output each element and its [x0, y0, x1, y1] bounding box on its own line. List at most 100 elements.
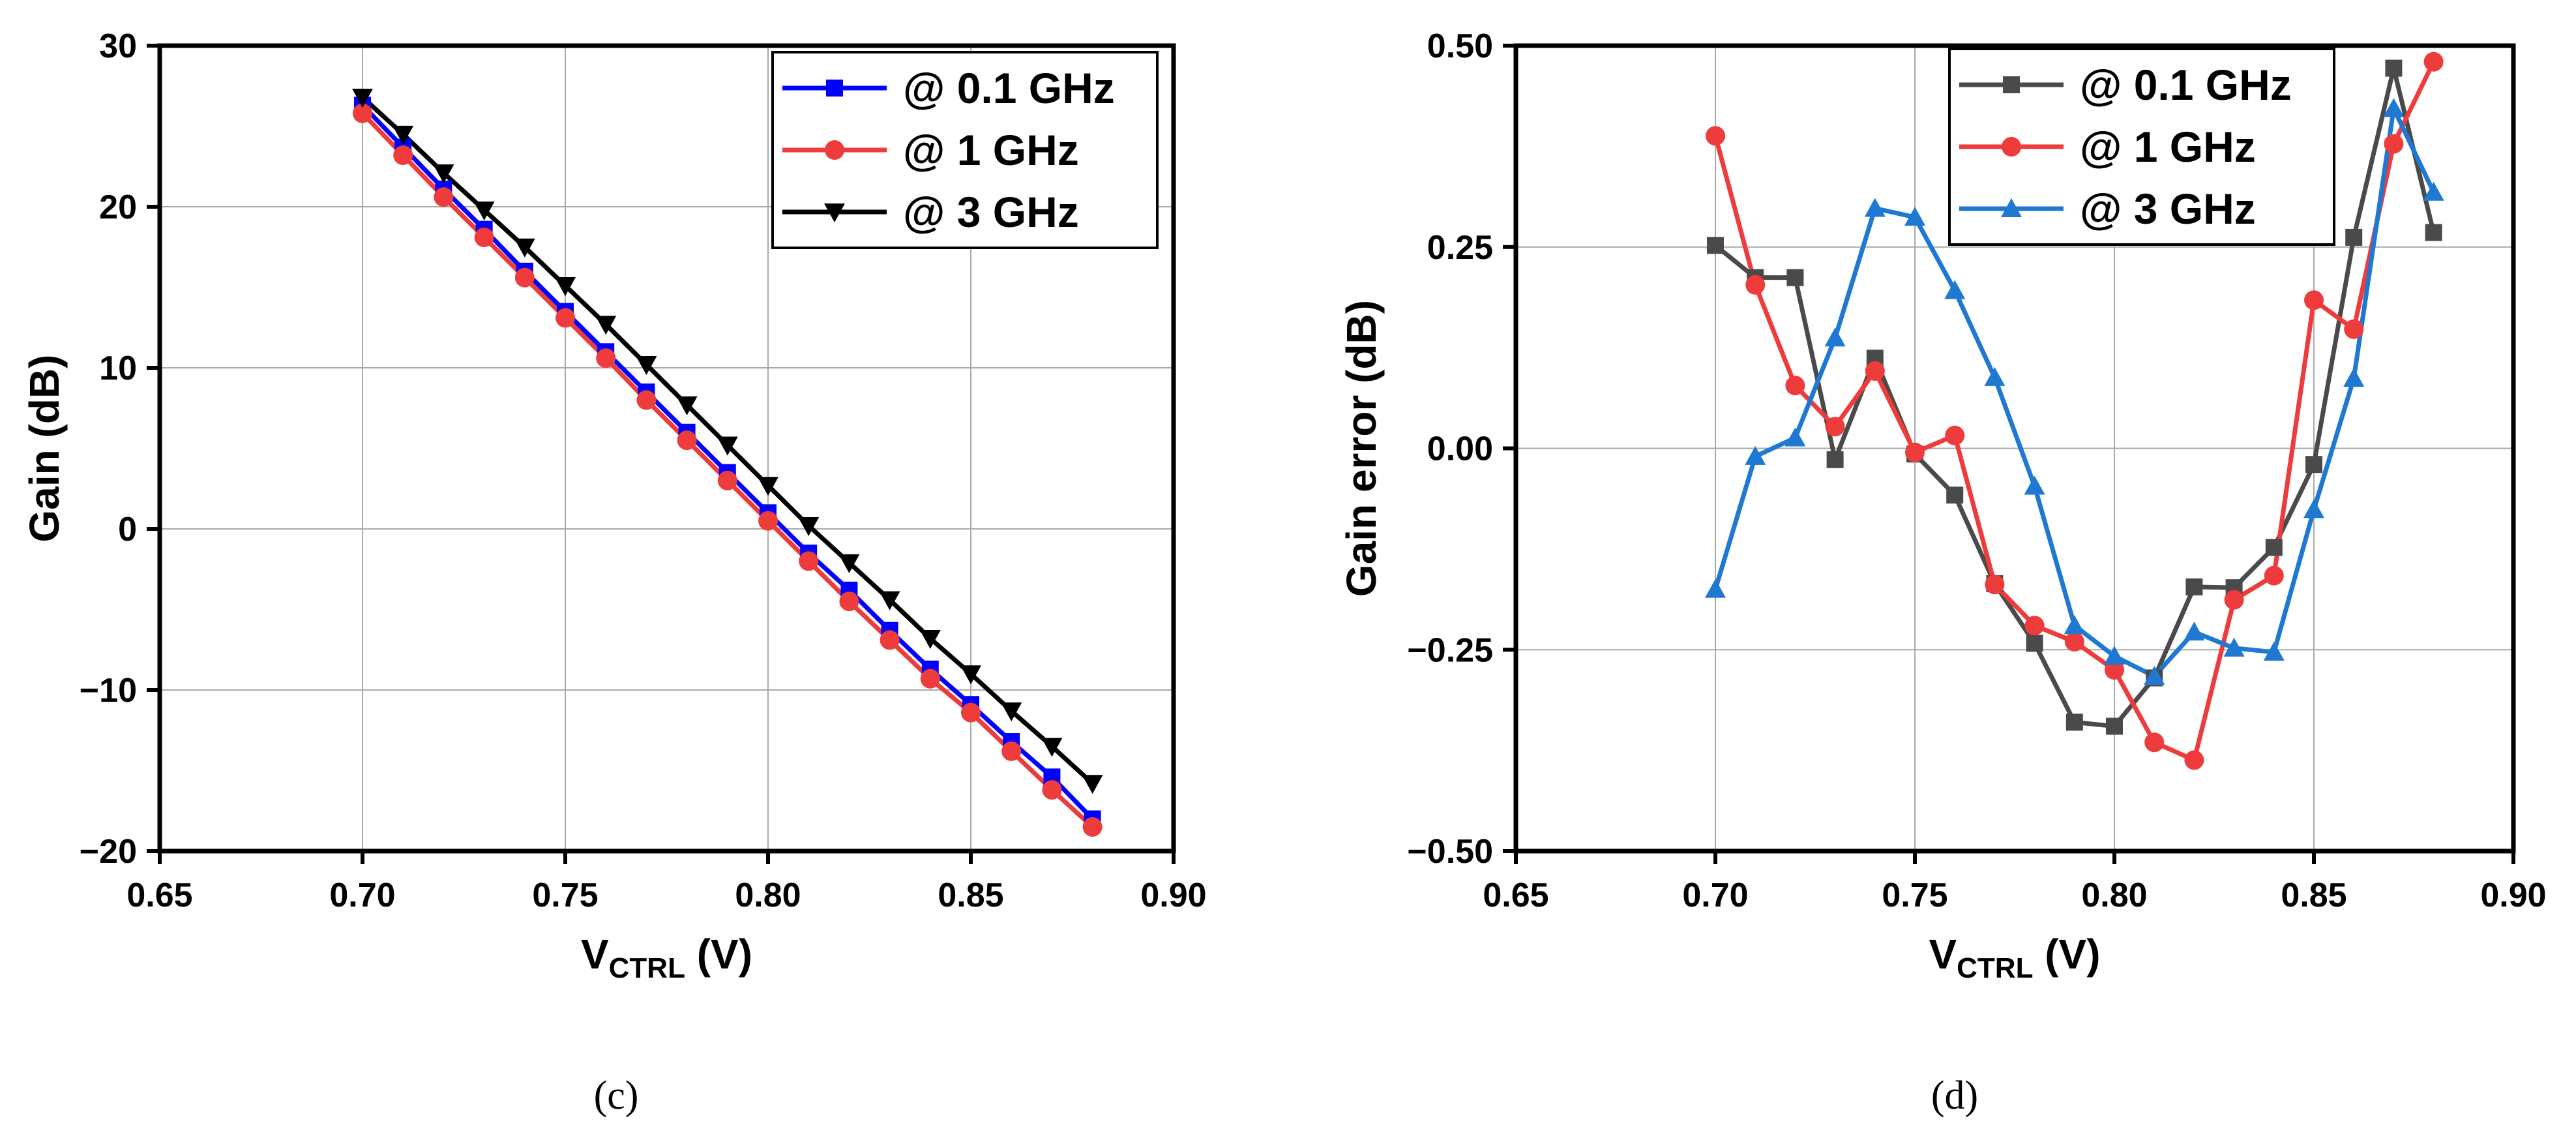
c-x-axis-title-main: V [581, 931, 609, 978]
c-data-point-2 [1001, 702, 1022, 722]
c-x-tick-label: 0.80 [735, 877, 801, 914]
c-y-tick-label: −20 [80, 833, 137, 871]
c-x-tick-label: 0.85 [938, 877, 1003, 914]
c-data-point-1 [677, 430, 697, 451]
d-data-point-1 [1706, 126, 1725, 146]
c-x-tick-label: 0.65 [126, 877, 192, 914]
d-x-tick-label: 0.80 [2081, 877, 2147, 914]
d-y-tick-label: 0.25 [1427, 229, 1493, 267]
c-data-point-2 [1041, 738, 1063, 757]
c-tick-labels: 0.65 0.70 0.75 0.80 0.85 0.90 −20 −10 0 10 20 30 [80, 27, 1207, 914]
d-data-point-2 [2423, 181, 2444, 201]
d-legend-label-0: @ 0.1 GHz [2080, 61, 2292, 109]
c-data-point-2 [595, 316, 617, 335]
c-data-point-2 [676, 396, 698, 415]
c-x-axis-title: VCTRL (V) [581, 931, 752, 984]
d-data-point-2 [1904, 207, 1925, 226]
d-x-tick-label: 0.85 [2281, 877, 2347, 914]
c-y-tick-label: 0 [118, 511, 137, 548]
c-x-axis-title-unit: (V) [685, 931, 752, 978]
d-data-point-1 [1905, 442, 1925, 462]
d-data-point-1 [2105, 660, 2124, 680]
d-x-tick-label: 0.65 [1483, 877, 1548, 914]
d-data-point-1 [2064, 631, 2084, 652]
d-data-point-0 [2425, 224, 2442, 241]
d-data-point-2 [1784, 427, 1806, 447]
d-tick-labels: 0.65 0.70 0.75 0.80 0.85 0.90 −0.50 −0.25 0.00 0.… [1407, 27, 2546, 914]
d-data-point-1 [2304, 290, 2324, 310]
c-data-point-1 [1042, 780, 1062, 800]
d-data-point-2 [2024, 475, 2045, 495]
d-x-tick-label: 0.75 [1882, 877, 1947, 914]
c-data-point-1 [596, 348, 616, 368]
d-series-markers [1705, 52, 2444, 770]
c-y-tick-label: 30 [99, 27, 137, 65]
d-data-point-2 [1984, 367, 2006, 386]
d-data-point-1 [2024, 616, 2045, 636]
d-x-tick-label: 0.90 [2480, 877, 2546, 914]
d-data-point-1 [2144, 732, 2165, 753]
d-data-point-2 [1745, 445, 1766, 465]
d-y-tick-label: −0.25 [1407, 631, 1493, 669]
c-y-tick-label: 10 [99, 350, 137, 387]
c-data-point-1 [474, 227, 494, 247]
d-legend-label-1: @ 1 GHz [2080, 123, 2256, 171]
c-x-tick-label: 0.90 [1140, 877, 1206, 914]
d-data-point-0 [2106, 717, 2123, 735]
d-data-point-1 [2344, 319, 2364, 339]
d-data-point-0 [2305, 456, 2322, 473]
chart-d: 0.65 0.70 0.75 0.80 0.85 0.90 −0.50 −0.25 0.00 0.… [1338, 27, 2547, 1118]
d-data-point-2 [1705, 578, 1726, 598]
c-legend-label-2: @ 3 GHz [903, 188, 1079, 236]
d-legend: @ 0.1 GHz @ 1 GHz @ 3 GHz [1948, 48, 2335, 246]
d-ticks [1503, 44, 2515, 864]
d-data-point-2 [2184, 622, 2205, 641]
c-data-point-1 [514, 267, 535, 288]
d-legend-marker-2 [2001, 198, 2022, 217]
c-data-point-2 [636, 356, 657, 376]
d-data-point-0 [1946, 487, 1964, 504]
chart-c: 0.65 0.70 0.75 0.80 0.85 0.90 −20 −10 0 10 20 30 Ga… [21, 27, 1207, 1118]
d-data-point-2 [1944, 280, 1966, 299]
d-data-point-0 [1826, 451, 1844, 468]
d-data-point-0 [2265, 539, 2283, 556]
d-data-point-1 [1785, 376, 1805, 396]
d-data-point-1 [2423, 52, 2444, 72]
c-data-point-2 [514, 238, 535, 258]
c-legend: @ 0.1 GHz @ 1 GHz @ 3 GHz [771, 51, 1159, 249]
c-data-point-2 [473, 201, 495, 220]
c-plot-frame [157, 43, 1176, 854]
c-data-point-2 [1082, 775, 1103, 794]
c-y-tick-label: −10 [80, 672, 137, 710]
d-legend-marker-1 [2002, 137, 2021, 157]
c-legend-label-1: @ 1 GHz [903, 126, 1079, 174]
d-data-point-1 [1865, 361, 1885, 381]
c-data-point-1 [1082, 817, 1103, 837]
c-data-point-1 [1001, 741, 1022, 761]
d-data-point-2 [2223, 637, 2245, 657]
d-data-point-2 [1864, 198, 1886, 217]
d-x-axis-title: VCTRL (V) [1929, 931, 2100, 984]
c-data-point-1 [839, 592, 859, 612]
d-data-point-0 [2385, 59, 2403, 77]
c-x-axis-title-sub: CTRL [609, 952, 685, 984]
d-caption: (d) [1931, 1073, 1978, 1118]
c-data-point-1 [636, 390, 657, 410]
d-data-point-0 [2345, 228, 2363, 246]
d-y-axis-title: Gain error (dB) [1338, 300, 1385, 597]
c-data-point-1 [434, 187, 454, 207]
d-data-point-0 [2065, 713, 2083, 731]
d-data-point-0 [2185, 578, 2203, 595]
c-data-point-1 [961, 702, 981, 723]
d-data-point-1 [1745, 275, 1766, 295]
c-data-point-1 [353, 103, 372, 123]
c-data-point-2 [758, 477, 778, 496]
d-x-axis-title-sub: CTRL [1957, 952, 2033, 984]
c-data-point-1 [880, 630, 900, 650]
d-y-tick-label: −0.50 [1407, 833, 1493, 871]
c-data-point-2 [555, 277, 576, 297]
c-data-point-2 [352, 89, 373, 108]
c-data-point-1 [555, 308, 575, 328]
d-data-point-1 [2184, 750, 2204, 770]
c-x-tick-label: 0.75 [532, 877, 598, 914]
